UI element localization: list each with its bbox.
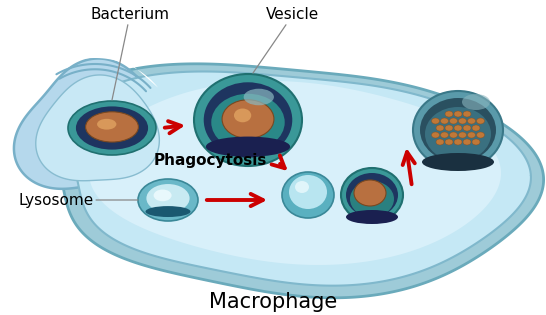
Ellipse shape bbox=[68, 101, 156, 155]
Ellipse shape bbox=[449, 132, 458, 138]
Ellipse shape bbox=[204, 82, 292, 158]
Ellipse shape bbox=[86, 112, 138, 142]
Ellipse shape bbox=[436, 139, 444, 145]
Polygon shape bbox=[53, 64, 544, 298]
Ellipse shape bbox=[350, 181, 394, 217]
Ellipse shape bbox=[76, 106, 148, 150]
Ellipse shape bbox=[477, 132, 484, 138]
Polygon shape bbox=[49, 50, 158, 88]
Ellipse shape bbox=[194, 74, 302, 166]
Ellipse shape bbox=[445, 139, 453, 145]
Ellipse shape bbox=[346, 210, 398, 224]
Ellipse shape bbox=[234, 108, 251, 122]
Ellipse shape bbox=[295, 181, 309, 193]
Text: Phagocytosis: Phagocytosis bbox=[153, 152, 266, 168]
Ellipse shape bbox=[441, 118, 448, 124]
Polygon shape bbox=[14, 59, 174, 189]
Ellipse shape bbox=[454, 139, 462, 145]
Text: Vesicle: Vesicle bbox=[253, 7, 319, 73]
Ellipse shape bbox=[211, 94, 284, 151]
Ellipse shape bbox=[206, 137, 290, 157]
Ellipse shape bbox=[425, 107, 491, 161]
Ellipse shape bbox=[441, 132, 448, 138]
Polygon shape bbox=[35, 75, 159, 181]
Ellipse shape bbox=[459, 132, 466, 138]
Ellipse shape bbox=[413, 91, 503, 169]
Ellipse shape bbox=[422, 153, 494, 171]
Ellipse shape bbox=[354, 180, 386, 206]
Ellipse shape bbox=[472, 125, 480, 131]
Ellipse shape bbox=[97, 119, 116, 129]
Text: Bacterium: Bacterium bbox=[91, 7, 169, 100]
Polygon shape bbox=[68, 72, 531, 286]
Ellipse shape bbox=[449, 118, 458, 124]
Polygon shape bbox=[89, 81, 501, 265]
Ellipse shape bbox=[153, 190, 171, 201]
Ellipse shape bbox=[459, 118, 466, 124]
Ellipse shape bbox=[222, 100, 274, 138]
Ellipse shape bbox=[467, 132, 476, 138]
Ellipse shape bbox=[463, 125, 471, 131]
Text: Macrophage: Macrophage bbox=[209, 292, 337, 312]
Ellipse shape bbox=[282, 172, 334, 218]
Ellipse shape bbox=[477, 118, 484, 124]
Ellipse shape bbox=[346, 173, 398, 217]
Ellipse shape bbox=[138, 179, 198, 221]
Ellipse shape bbox=[341, 168, 403, 222]
Ellipse shape bbox=[145, 206, 191, 217]
Ellipse shape bbox=[420, 98, 496, 162]
Ellipse shape bbox=[436, 125, 444, 131]
Ellipse shape bbox=[445, 111, 453, 117]
Ellipse shape bbox=[463, 111, 471, 117]
Ellipse shape bbox=[462, 94, 490, 110]
Ellipse shape bbox=[289, 175, 327, 209]
Ellipse shape bbox=[472, 139, 480, 145]
Text: Lysosome: Lysosome bbox=[18, 192, 138, 208]
Ellipse shape bbox=[445, 125, 453, 131]
Ellipse shape bbox=[467, 118, 476, 124]
Ellipse shape bbox=[454, 111, 462, 117]
Ellipse shape bbox=[454, 125, 462, 131]
Ellipse shape bbox=[431, 118, 440, 124]
Ellipse shape bbox=[431, 132, 440, 138]
Ellipse shape bbox=[244, 89, 274, 105]
Ellipse shape bbox=[463, 139, 471, 145]
Ellipse shape bbox=[146, 184, 189, 213]
